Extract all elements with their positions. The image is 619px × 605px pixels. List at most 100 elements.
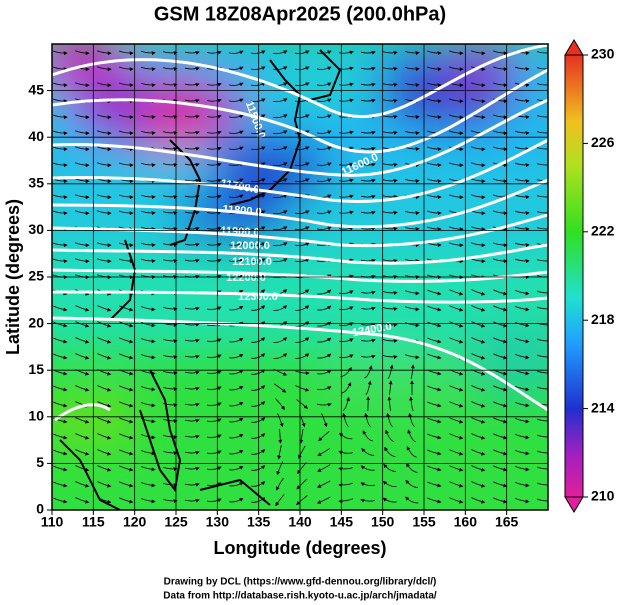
streamline	[536, 338, 548, 344]
streamline	[339, 290, 354, 295]
streamline	[184, 466, 200, 471]
streamline	[228, 242, 244, 247]
streamline	[276, 477, 284, 491]
title: GSM 18Z08Apr2025 (200.0hPa)	[154, 3, 446, 25]
streamline	[360, 338, 376, 343]
streamline	[273, 210, 288, 215]
streamline	[449, 305, 464, 312]
streamline	[141, 402, 156, 408]
streamline	[471, 417, 486, 424]
streamline	[119, 449, 134, 456]
streamline	[404, 130, 420, 136]
streamline	[318, 431, 330, 442]
streamline	[317, 369, 332, 375]
streamline	[295, 337, 310, 343]
streamline	[338, 482, 354, 488]
streamline	[206, 402, 222, 407]
streamline	[295, 162, 310, 167]
streamline	[184, 370, 200, 375]
streamline	[515, 290, 530, 296]
streamline	[470, 194, 486, 200]
streamline	[449, 321, 464, 328]
streamline	[338, 98, 354, 103]
streamline	[228, 258, 244, 263]
streamline	[206, 82, 222, 87]
field: 11500.011600.011700.011800.011900.012000…	[52, 44, 548, 510]
streamline	[427, 433, 442, 440]
streamline	[536, 195, 548, 200]
streamline	[96, 162, 112, 168]
streamline	[448, 50, 464, 56]
x-tick-label: 160	[454, 514, 478, 530]
streamline	[492, 50, 508, 56]
streamline	[316, 162, 332, 167]
streamline	[410, 364, 415, 380]
streamline	[449, 433, 464, 440]
streamline	[382, 131, 398, 135]
streamline	[360, 290, 376, 295]
colorbar-tick-label: 214	[591, 399, 615, 415]
streamline	[295, 66, 310, 71]
streamline	[74, 50, 90, 56]
contour-label: 12300.0	[238, 291, 278, 303]
streamline	[228, 50, 244, 55]
streamline	[470, 226, 486, 232]
streamline	[514, 242, 530, 248]
streamline	[407, 429, 416, 443]
streamline	[206, 194, 222, 199]
streamline	[53, 353, 68, 360]
streamline	[514, 130, 530, 136]
y-tick-label: 35	[28, 175, 44, 191]
streamline	[273, 353, 288, 359]
streamline	[493, 465, 508, 472]
streamline	[360, 162, 376, 167]
streamline	[317, 464, 331, 472]
streamline	[53, 337, 68, 344]
streamline	[52, 242, 68, 248]
streamline	[184, 210, 200, 215]
streamline	[536, 370, 548, 376]
streamline	[470, 242, 486, 248]
streamline	[273, 194, 288, 199]
streamline	[53, 449, 68, 456]
streamline	[184, 146, 200, 151]
streamline	[273, 305, 288, 311]
streamline	[338, 467, 354, 471]
streamline	[273, 66, 288, 71]
streamline	[206, 146, 222, 151]
streamline	[515, 338, 530, 344]
streamline	[427, 385, 442, 392]
streamline	[184, 386, 200, 391]
grid	[52, 44, 548, 510]
streamline	[184, 258, 200, 263]
streamline	[360, 98, 376, 103]
streamline	[251, 258, 266, 263]
streamline	[251, 130, 266, 135]
streamline	[514, 66, 530, 72]
streamline	[514, 194, 530, 200]
streamline	[448, 114, 464, 120]
streamline	[96, 210, 112, 216]
streamline	[536, 51, 548, 56]
streamline	[229, 369, 244, 375]
streamline	[97, 305, 112, 312]
streamline	[360, 146, 376, 151]
streamline	[317, 289, 332, 295]
x-tick-label: 165	[495, 514, 519, 530]
streamline	[184, 98, 200, 103]
streamline	[141, 386, 156, 392]
streamline	[536, 498, 548, 504]
streamline	[449, 465, 464, 472]
streamline	[536, 450, 548, 456]
streamline	[140, 226, 156, 232]
streamline	[141, 306, 156, 312]
streamline	[184, 354, 200, 359]
contour-label: 12100.0	[232, 256, 272, 268]
streamline	[229, 337, 244, 343]
streamline	[273, 98, 288, 103]
streamline	[53, 321, 68, 328]
streamline	[229, 449, 244, 455]
streamline	[427, 305, 442, 312]
streamline	[514, 178, 530, 184]
streamline	[119, 337, 134, 344]
